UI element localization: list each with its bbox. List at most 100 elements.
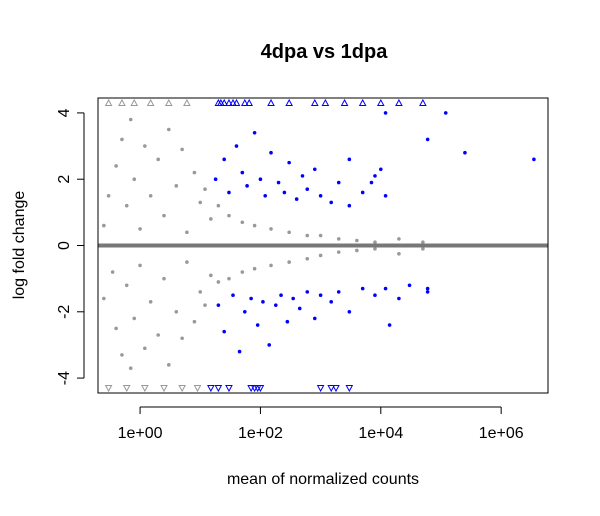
point-nonsignificant-35 <box>198 290 203 294</box>
point-nonsignificant-9 <box>124 283 129 288</box>
point-significant-67 <box>245 98 254 106</box>
point-nonsignificant-58 <box>355 238 359 243</box>
point-significant-73 <box>358 98 367 106</box>
point-significant-14 <box>300 174 305 178</box>
point-nonsignificant-39 <box>209 273 213 278</box>
point-significant-84 <box>316 385 325 393</box>
point-significant-0 <box>213 177 218 182</box>
point-nonsignificant-31 <box>185 260 189 264</box>
point-significant-68 <box>267 98 275 106</box>
point-nonsignificant-10 <box>128 117 133 122</box>
point-nonsignificant-69 <box>146 98 155 106</box>
point-significant-3 <box>234 144 239 148</box>
point-significant-54 <box>425 137 430 142</box>
point-nonsignificant-34 <box>198 200 203 205</box>
point-significant-55 <box>443 111 448 115</box>
point-nonsignificant-75 <box>160 385 168 393</box>
point-nonsignificant-71 <box>183 98 191 106</box>
point-nonsignificant-64 <box>421 240 425 244</box>
point-nonsignificant-48 <box>269 227 273 231</box>
point-nonsignificant-42 <box>227 213 231 218</box>
point-significant-8 <box>263 193 267 198</box>
point-significant-23 <box>383 193 388 198</box>
point-nonsignificant-60 <box>373 240 377 244</box>
point-significant-1 <box>222 157 226 162</box>
y-tick-label-2: 0 <box>56 241 73 250</box>
point-nonsignificant-12 <box>132 177 137 182</box>
point-nonsignificant-17 <box>143 346 147 351</box>
point-significant-74 <box>376 98 385 106</box>
point-nonsignificant-77 <box>193 385 202 393</box>
point-significant-49 <box>425 290 430 294</box>
point-significant-34 <box>279 293 283 298</box>
point-nonsignificant-56 <box>336 237 341 241</box>
point-nonsignificant-53 <box>305 256 310 261</box>
point-significant-28 <box>243 309 247 314</box>
point-nonsignificant-37 <box>203 303 207 307</box>
point-nonsignificant-72 <box>104 385 113 393</box>
point-nonsignificant-76 <box>178 385 186 393</box>
point-nonsignificant-33 <box>192 319 197 324</box>
point-nonsignificant-7 <box>120 353 124 357</box>
point-significant-44 <box>360 286 365 291</box>
point-nonsignificant-52 <box>305 233 310 238</box>
point-nonsignificant-43 <box>227 276 231 281</box>
point-nonsignificant-51 <box>287 260 291 264</box>
point-significant-43 <box>347 309 352 314</box>
point-significant-65 <box>232 98 241 106</box>
point-significant-32 <box>267 343 272 347</box>
point-significant-45 <box>373 293 377 298</box>
point-significant-52 <box>379 167 383 172</box>
point-significant-27 <box>237 349 242 354</box>
point-significant-36 <box>291 296 295 301</box>
point-significant-71 <box>321 98 330 106</box>
point-significant-4 <box>240 170 245 175</box>
point-nonsignificant-36 <box>203 187 207 191</box>
point-significant-72 <box>340 98 349 106</box>
point-nonsignificant-57 <box>336 250 341 254</box>
point-significant-59 <box>425 286 430 291</box>
point-nonsignificant-74 <box>140 385 149 393</box>
point-nonsignificant-70 <box>164 98 173 106</box>
point-nonsignificant-49 <box>269 263 273 268</box>
point-nonsignificant-15 <box>138 263 142 268</box>
point-significant-66 <box>240 98 249 106</box>
point-nonsignificant-55 <box>318 253 323 258</box>
point-nonsignificant-66 <box>104 98 113 106</box>
point-significant-9 <box>269 150 273 155</box>
point-significant-47 <box>397 296 401 301</box>
point-significant-33 <box>273 303 278 307</box>
point-significant-78 <box>214 385 223 393</box>
point-significant-2 <box>227 190 231 195</box>
point-nonsignificant-62 <box>397 237 401 241</box>
x-tick-label-3: 1e+06 <box>479 425 524 442</box>
point-nonsignificant-1 <box>102 296 106 301</box>
point-nonsignificant-50 <box>287 230 291 235</box>
point-nonsignificant-26 <box>174 184 179 188</box>
point-nonsignificant-41 <box>216 280 221 284</box>
y-tick-label-0: -4 <box>56 371 73 385</box>
point-significant-30 <box>255 323 260 327</box>
point-significant-31 <box>261 300 265 304</box>
point-significant-17 <box>318 193 323 198</box>
point-nonsignificant-19 <box>148 300 153 304</box>
point-nonsignificant-61 <box>373 247 377 251</box>
point-nonsignificant-27 <box>174 309 179 314</box>
point-nonsignificant-28 <box>180 147 184 152</box>
y-tick-label-1: -2 <box>56 305 73 319</box>
x-tick-label-1: 1e+02 <box>238 425 283 442</box>
point-significant-76 <box>419 98 427 106</box>
point-nonsignificant-3 <box>110 270 115 274</box>
points-layer <box>102 98 536 393</box>
point-nonsignificant-8 <box>124 203 129 208</box>
point-significant-11 <box>282 190 287 195</box>
point-significant-58 <box>387 323 392 327</box>
point-significant-53 <box>383 111 388 115</box>
x-tick-label-2: 1e+04 <box>358 425 403 442</box>
point-significant-21 <box>360 190 365 195</box>
point-nonsignificant-2 <box>106 193 111 198</box>
point-nonsignificant-45 <box>240 270 245 274</box>
point-significant-57 <box>532 157 536 162</box>
point-significant-25 <box>222 329 226 334</box>
